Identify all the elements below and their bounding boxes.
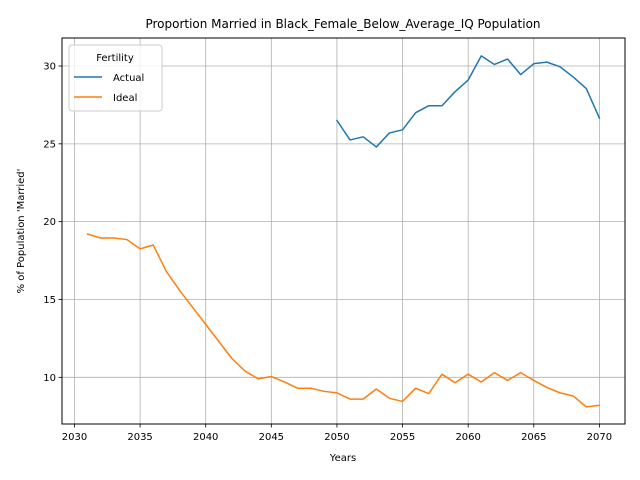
x-tick-label: 2065 xyxy=(521,432,546,443)
legend-label-actual: Actual xyxy=(113,73,144,84)
ticks: 2030 2035 2040 2045 2050 2055 2060 2065 20701015… xyxy=(43,62,612,443)
x-tick-label: 2040 xyxy=(193,432,218,443)
axes xyxy=(61,37,626,425)
chart-title: Proportion Married in Black_Female_Below… xyxy=(145,17,540,31)
plot-frame xyxy=(61,37,626,425)
y-axis-label: % of Population 'Married' xyxy=(16,169,27,294)
x-tick-label: 2030 xyxy=(62,432,87,443)
series-lines xyxy=(86,55,601,408)
x-tick-label: 2070 xyxy=(587,432,612,443)
x-tick-label: 2055 xyxy=(390,432,415,443)
y-tick-label: 20 xyxy=(43,217,56,228)
x-tick-label: 2050 xyxy=(324,432,349,443)
series-line-actual xyxy=(335,55,601,148)
x-tick-label: 2045 xyxy=(259,432,284,443)
x-tick-label: 2060 xyxy=(455,432,480,443)
legend-box xyxy=(68,44,163,112)
y-tick-label: 30 xyxy=(43,62,56,73)
legend: Fertility Actual Ideal xyxy=(68,44,163,112)
x-axis-label: Years xyxy=(329,453,356,464)
legend-title: Fertility xyxy=(96,53,134,64)
legend-label-ideal: Ideal xyxy=(113,93,137,104)
y-tick-label: 15 xyxy=(43,295,56,306)
grid-lines xyxy=(62,38,625,424)
y-tick-label: 25 xyxy=(43,139,56,150)
series-line-ideal xyxy=(86,233,601,408)
x-tick-label: 2035 xyxy=(127,432,152,443)
y-tick-label: 10 xyxy=(43,373,56,384)
